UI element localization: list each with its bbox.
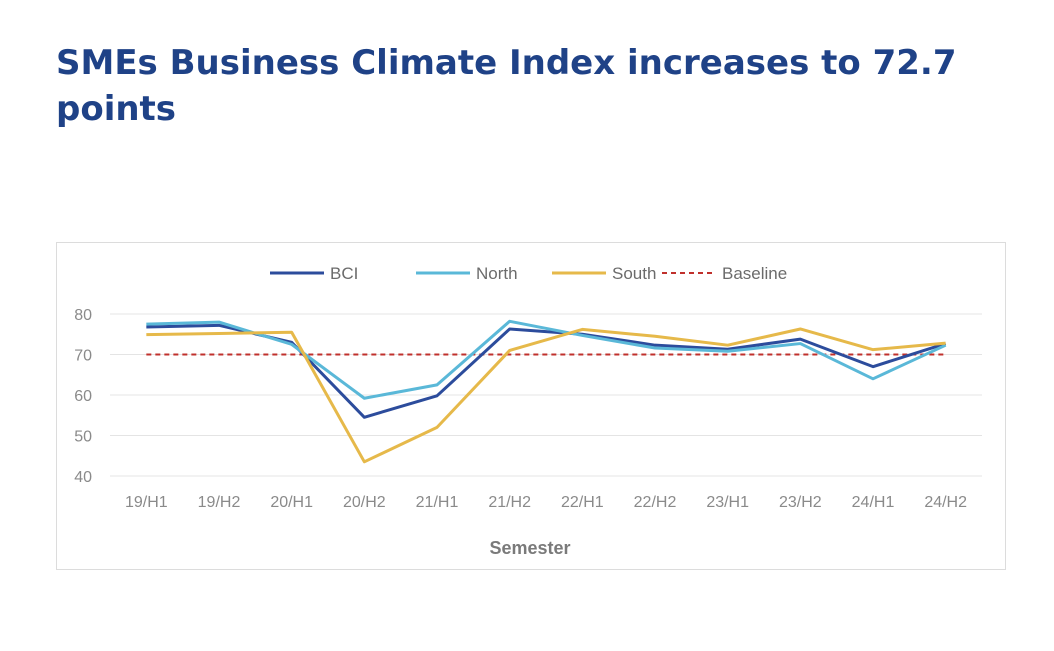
y-tick-label: 60 xyxy=(74,388,92,405)
x-tick-label: 21/H1 xyxy=(416,494,459,511)
y-tick-label: 50 xyxy=(74,429,92,446)
chart-container xyxy=(56,242,1006,570)
x-tick-label: 20/H1 xyxy=(270,494,313,511)
x-tick-label: 20/H2 xyxy=(343,494,386,511)
y-tick-label: 40 xyxy=(74,469,92,486)
y-tick-label: 70 xyxy=(74,348,92,365)
x-tick-label: 19/H1 xyxy=(125,494,168,511)
x-tick-label: 22/H1 xyxy=(561,494,604,511)
legend-label-bci: BCI xyxy=(330,264,358,283)
series-line-north xyxy=(146,319,947,400)
x-tick-label: 22/H2 xyxy=(634,494,677,511)
x-tick-label: 21/H2 xyxy=(488,494,531,511)
page-title: SMEs Business Climate Index increases to… xyxy=(56,43,957,129)
x-axis-title: Semester xyxy=(489,538,570,558)
legend-label-south: South xyxy=(612,264,656,283)
series-line-south xyxy=(146,327,946,464)
x-tick-label: 23/H1 xyxy=(706,494,749,511)
y-tick-label: 80 xyxy=(74,307,92,324)
legend-label-north: North xyxy=(476,264,518,283)
x-tick-label: 23/H2 xyxy=(779,494,822,511)
x-tick-label: 24/H1 xyxy=(852,494,895,511)
x-tick-label: 24/H2 xyxy=(924,494,967,511)
x-tick-label: 19/H2 xyxy=(198,494,241,511)
legend-label-baseline: Baseline xyxy=(722,264,787,283)
